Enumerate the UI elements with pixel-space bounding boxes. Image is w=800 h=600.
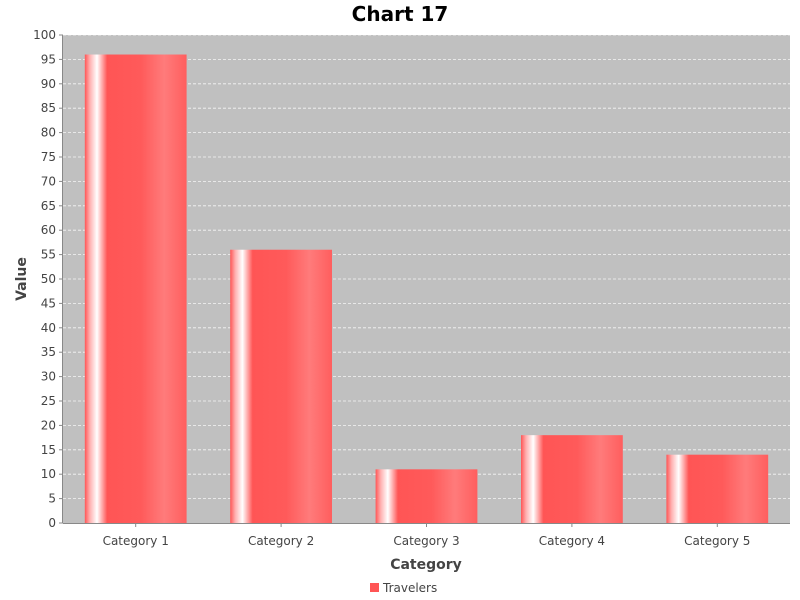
y-tick-label: 10 (41, 467, 56, 481)
y-tick-label: 25 (41, 394, 56, 408)
y-tick-label: 50 (41, 272, 56, 286)
x-tick-label: Category 1 (103, 534, 169, 548)
x-tick-label: Category 2 (248, 534, 314, 548)
x-tick-label: Category 4 (539, 534, 605, 548)
y-tick-label: 0 (48, 516, 56, 530)
x-tick-label: Category 5 (684, 534, 750, 548)
y-tick-label: 40 (41, 321, 56, 335)
x-axis-label: Category (390, 557, 462, 573)
x-ticks: Category 1 Category 2 Category 3 Category 4… (103, 523, 750, 548)
x-tick-label: Category 3 (393, 534, 459, 548)
bar (375, 469, 478, 523)
y-tick-label: 15 (41, 443, 56, 457)
bars (84, 54, 769, 524)
bar (521, 435, 623, 523)
y-tick-label: 20 (41, 418, 56, 432)
bar (84, 54, 187, 524)
legend: Travelers (370, 581, 437, 595)
legend-swatch (370, 583, 379, 592)
y-tick-label: 35 (41, 345, 56, 359)
y-tick-label: 55 (41, 248, 56, 262)
y-tick-label: 80 (41, 126, 56, 140)
chart-title: Chart 17 (352, 2, 449, 26)
y-tick-label: 75 (41, 150, 56, 164)
y-tick-label: 5 (48, 492, 56, 506)
bar (230, 249, 332, 523)
y-tick-label: 85 (41, 101, 56, 115)
y-tick-label: 100 (33, 28, 56, 42)
y-tick-label: 30 (41, 370, 56, 384)
y-axis-label: Value (14, 257, 30, 301)
y-ticks: 0 5 10 15 20 25 30 35 40 45 50 55 60 65 70 75 80 85 90 95 10… (33, 28, 63, 530)
bar (666, 454, 769, 523)
y-tick-label: 90 (41, 77, 56, 91)
y-tick-label: 60 (41, 223, 56, 237)
y-tick-label: 65 (41, 199, 56, 213)
y-tick-label: 45 (41, 296, 56, 310)
y-tick-label: 70 (41, 174, 56, 188)
legend-label: Travelers (382, 581, 437, 595)
y-tick-label: 95 (41, 52, 56, 66)
